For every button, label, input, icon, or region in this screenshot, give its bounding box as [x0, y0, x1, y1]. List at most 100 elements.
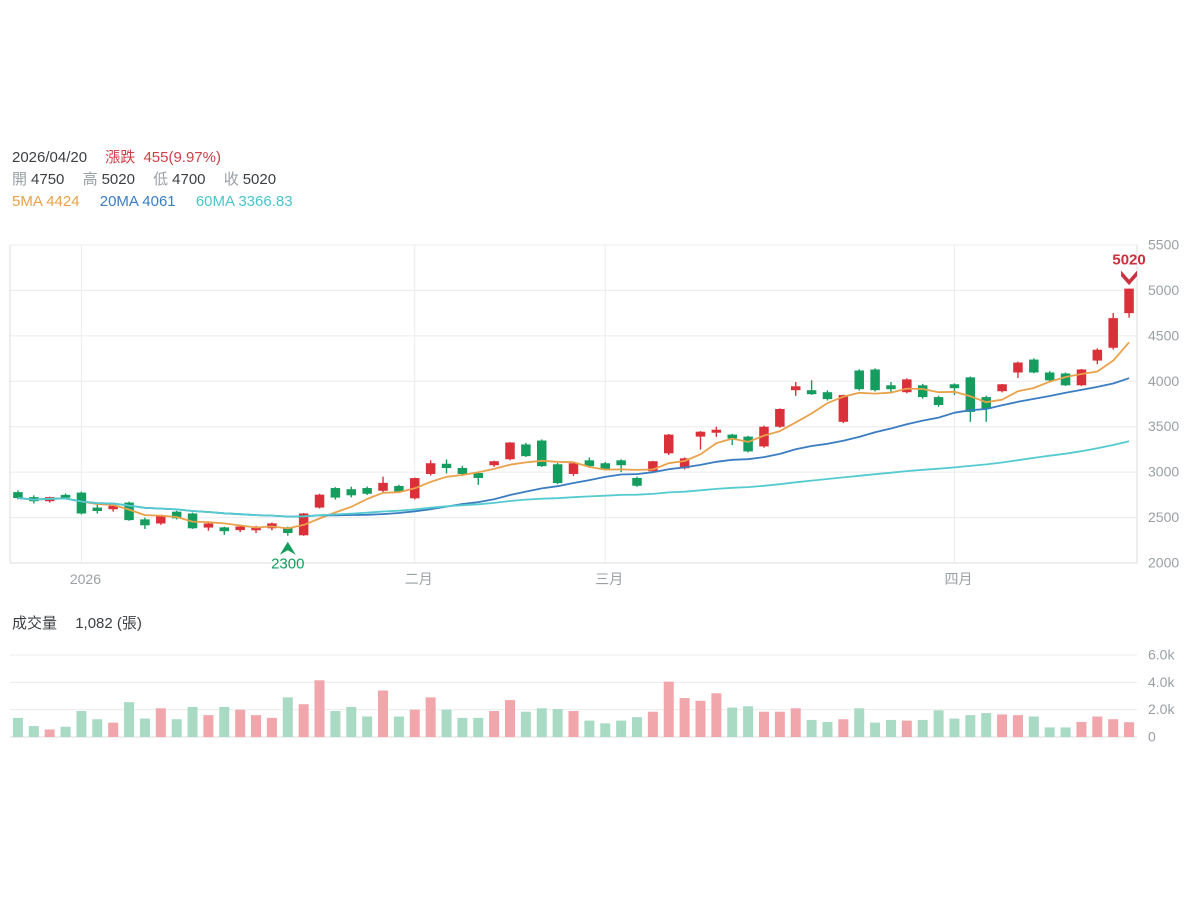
- volume-bar[interactable]: [171, 719, 182, 737]
- volume-bar[interactable]: [552, 708, 563, 737]
- candlestick[interactable]: [378, 476, 388, 493]
- candlestick[interactable]: [1044, 371, 1055, 382]
- volume-bar[interactable]: [679, 698, 690, 737]
- volume-bar[interactable]: [441, 709, 452, 737]
- candlestick[interactable]: [1124, 288, 1134, 318]
- volume-bar[interactable]: [489, 711, 500, 737]
- volume-bar[interactable]: [282, 697, 293, 737]
- candlestick[interactable]: [362, 486, 372, 496]
- candlestick[interactable]: [346, 486, 357, 498]
- volume-bar[interactable]: [743, 706, 754, 737]
- volume-bar[interactable]: [44, 729, 55, 737]
- candlestick[interactable]: [92, 504, 103, 514]
- volume-bar[interactable]: [854, 708, 865, 737]
- candlestick[interactable]: [1076, 368, 1087, 387]
- volume-bar[interactable]: [838, 719, 849, 737]
- candlestick[interactable]: [521, 442, 531, 457]
- candlestick[interactable]: [790, 382, 801, 396]
- candlestick[interactable]: [441, 459, 452, 474]
- candlestick[interactable]: [203, 522, 214, 531]
- volume-bar[interactable]: [711, 693, 722, 737]
- volume-bar[interactable]: [568, 711, 579, 737]
- volume-bar[interactable]: [92, 719, 103, 737]
- volume-bar[interactable]: [933, 710, 944, 737]
- candlestick[interactable]: [489, 460, 499, 467]
- volume-bar[interactable]: [473, 717, 484, 737]
- candlestick[interactable]: [314, 493, 325, 509]
- candlestick[interactable]: [886, 382, 896, 393]
- candlestick[interactable]: [838, 394, 849, 424]
- candlestick[interactable]: [1092, 348, 1103, 365]
- volume-bar[interactable]: [1076, 721, 1087, 737]
- candlestick[interactable]: [140, 517, 150, 529]
- volume-bar[interactable]: [409, 709, 420, 737]
- candlestick[interactable]: [902, 378, 912, 394]
- volume-bar[interactable]: [251, 715, 262, 737]
- candlestick[interactable]: [552, 463, 563, 485]
- volume-bar[interactable]: [600, 723, 611, 737]
- volume-bar[interactable]: [1012, 715, 1023, 737]
- volume-bar[interactable]: [298, 704, 309, 737]
- volume-bar[interactable]: [235, 709, 246, 737]
- volume-bar[interactable]: [695, 700, 706, 737]
- volume-bar[interactable]: [806, 719, 817, 737]
- volume-bar[interactable]: [917, 719, 928, 737]
- volume-bar[interactable]: [584, 720, 595, 737]
- volume-bar[interactable]: [457, 717, 468, 737]
- volume-bar[interactable]: [393, 716, 404, 738]
- volume-bar[interactable]: [1092, 716, 1103, 738]
- candlestick[interactable]: [537, 439, 547, 467]
- candlestick[interactable]: [648, 460, 658, 474]
- candlestick[interactable]: [108, 504, 118, 512]
- volume-bar[interactable]: [76, 711, 87, 737]
- volume-bar[interactable]: [520, 711, 531, 737]
- volume-bar[interactable]: [1060, 727, 1071, 737]
- candlestick[interactable]: [949, 383, 960, 396]
- candlestick[interactable]: [425, 460, 436, 476]
- candlestick[interactable]: [965, 376, 976, 422]
- candlestick[interactable]: [171, 510, 182, 520]
- volume-bar[interactable]: [314, 680, 325, 737]
- volume-bar[interactable]: [362, 716, 373, 738]
- candlestick[interactable]: [854, 369, 864, 391]
- volume-bar[interactable]: [790, 708, 801, 737]
- volume-bar[interactable]: [536, 708, 547, 737]
- volume-bar[interactable]: [155, 708, 166, 737]
- volume-bar[interactable]: [965, 715, 976, 737]
- candlestick[interactable]: [870, 368, 880, 392]
- volume-bar[interactable]: [346, 706, 357, 737]
- candlestick[interactable]: [473, 471, 484, 485]
- candlestick[interactable]: [917, 383, 928, 399]
- volume-bar[interactable]: [616, 720, 627, 737]
- volume-bar[interactable]: [124, 702, 135, 737]
- volume-bar[interactable]: [663, 681, 674, 737]
- volume-bar[interactable]: [631, 717, 642, 737]
- volume-bar[interactable]: [60, 726, 71, 737]
- volume-bar[interactable]: [266, 717, 277, 737]
- volume-bar[interactable]: [203, 715, 214, 737]
- volume-bar[interactable]: [108, 722, 119, 737]
- volume-bar[interactable]: [330, 711, 341, 737]
- candlestick[interactable]: [997, 384, 1007, 393]
- candlestick[interactable]: [632, 476, 642, 487]
- candlestick[interactable]: [743, 435, 753, 453]
- candlestick[interactable]: [663, 433, 674, 456]
- candlestick[interactable]: [219, 526, 230, 535]
- volume-bar[interactable]: [949, 718, 960, 737]
- volume-bar[interactable]: [1108, 719, 1119, 737]
- volume-bar[interactable]: [187, 706, 198, 737]
- volume-bar[interactable]: [139, 718, 150, 737]
- volume-bar[interactable]: [1044, 727, 1055, 737]
- candlestick[interactable]: [775, 408, 785, 428]
- volume-bar[interactable]: [885, 719, 896, 737]
- volume-bar[interactable]: [727, 707, 738, 737]
- candlestick[interactable]: [156, 514, 166, 525]
- volume-bar[interactable]: [997, 714, 1008, 737]
- volume-bar[interactable]: [981, 713, 992, 737]
- candlestick[interactable]: [76, 491, 87, 515]
- volume-bar[interactable]: [12, 717, 23, 737]
- volume-bar[interactable]: [1028, 716, 1039, 738]
- volume-bar[interactable]: [870, 722, 881, 737]
- candlestick[interactable]: [711, 426, 722, 437]
